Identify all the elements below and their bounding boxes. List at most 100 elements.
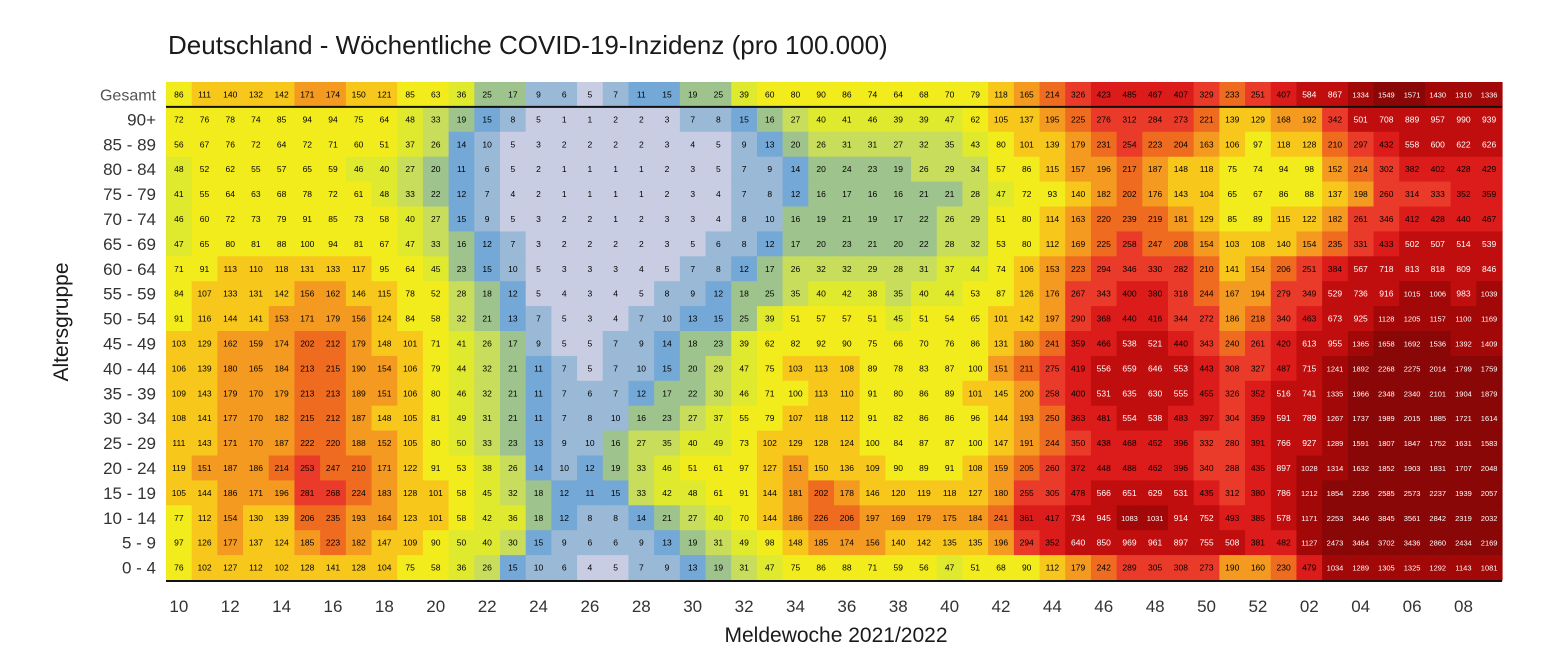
cell-value-label: 20 <box>431 164 441 174</box>
cell-value-label: 305 <box>1045 488 1059 498</box>
heatmap-cell <box>1322 131 1349 158</box>
cell-value-label: 80 <box>791 89 801 99</box>
heatmap-cell <box>859 106 886 133</box>
heatmap-cell <box>962 106 989 133</box>
cell-value-label: 79 <box>971 89 981 99</box>
cell-value-label: 190 <box>352 363 366 373</box>
cell-value-label: 4 <box>613 314 618 324</box>
cell-value-label: 846 <box>1482 264 1496 274</box>
cell-value-label: 438 <box>1097 438 1111 448</box>
cell-value-label: 21 <box>842 214 852 224</box>
cell-value-label: 1807 <box>1378 439 1395 448</box>
cell-value-label: 64 <box>380 114 390 124</box>
heatmap-cell <box>1322 82 1349 108</box>
cell-value-label: 71 <box>328 139 338 149</box>
heatmap-cell <box>1245 156 1272 183</box>
heatmap-cell <box>782 331 809 357</box>
cell-value-label: 241 <box>994 513 1008 523</box>
cell-value-label: 25 <box>765 289 775 299</box>
cell-value-label: 305 <box>1148 563 1162 573</box>
heatmap-cell <box>320 331 347 357</box>
heatmap-cell <box>191 206 218 232</box>
heatmap-cell <box>448 181 475 208</box>
heatmap-cell <box>422 82 450 108</box>
heatmap-cell <box>988 256 1015 282</box>
heatmap-cell <box>294 181 321 208</box>
cell-value-label: 10 <box>508 264 518 274</box>
heatmap-cell <box>1065 505 1092 531</box>
heatmap-cell <box>166 480 193 506</box>
cell-value-label: 629 <box>1148 488 1162 498</box>
cell-value-label: 558 <box>1405 139 1419 149</box>
cell-value-label: 63 <box>431 89 441 99</box>
cell-value-label: 2585 <box>1378 489 1395 498</box>
heatmap-cell <box>191 555 218 581</box>
cell-value-label: 53 <box>457 463 467 473</box>
cell-value-label: 1169 <box>1481 315 1497 324</box>
heatmap-cell <box>808 306 835 332</box>
cell-value-label: 174 <box>326 89 340 99</box>
heatmap-cell <box>885 530 912 556</box>
cell-value-label: 74 <box>251 114 261 124</box>
cell-value-label: 15 <box>739 114 749 124</box>
heatmap-cell <box>1450 131 1477 158</box>
cell-value-label: 359 <box>1482 189 1496 199</box>
heatmap-cell <box>1270 306 1298 332</box>
heatmap-cell <box>1065 256 1092 282</box>
heatmap-cell <box>551 480 578 506</box>
heatmap-cell <box>397 430 424 457</box>
heatmap-cell <box>834 430 861 457</box>
cell-value-label: 400 <box>1122 289 1136 299</box>
cell-value-label: 147 <box>994 438 1008 448</box>
heatmap-cell <box>1296 231 1323 257</box>
heatmap-cell <box>1347 281 1375 307</box>
cell-value-label: 260 <box>1045 463 1059 473</box>
heatmap-cell <box>345 156 373 183</box>
heatmap-cell <box>525 455 552 481</box>
heatmap-cell <box>1065 380 1092 407</box>
cell-value-label: 151 <box>788 463 802 473</box>
heatmap-cell <box>294 530 321 556</box>
cell-value-label: 81 <box>251 239 261 249</box>
heatmap-cell <box>1373 380 1400 407</box>
heatmap-cell <box>243 82 270 108</box>
heatmap-cell <box>1039 455 1066 481</box>
heatmap-cell <box>1399 281 1426 307</box>
cell-value-label: 91 <box>431 463 441 473</box>
heatmap-cell <box>679 181 707 208</box>
heatmap-cell <box>500 331 527 357</box>
cell-value-label: 177 <box>223 413 237 423</box>
heatmap-cell <box>1142 530 1169 556</box>
heatmap-cell <box>320 530 347 556</box>
cell-value-label: 189 <box>352 388 366 398</box>
heatmap-cell <box>911 281 938 307</box>
heatmap-cell <box>217 455 244 481</box>
cell-value-label: 38 <box>868 289 878 299</box>
cell-value-label: 186 <box>1225 314 1239 324</box>
cell-value-label: 1721 <box>1455 414 1472 423</box>
heatmap-cell <box>166 206 193 232</box>
heatmap-cell <box>1296 430 1323 457</box>
row-label: 65 - 69 <box>103 235 156 254</box>
cell-value-label: 15 <box>714 314 724 324</box>
cell-value-label: 630 <box>1148 388 1162 398</box>
heatmap-cell <box>679 156 707 183</box>
cell-value-label: 736 <box>1354 289 1368 299</box>
heatmap-cell <box>654 355 681 382</box>
heatmap-cell <box>1424 156 1452 183</box>
heatmap-cell <box>345 430 373 457</box>
heatmap-cell <box>397 455 424 481</box>
cell-value-label: 130 <box>249 513 263 523</box>
cell-value-label: 123 <box>403 513 417 523</box>
cell-value-label: 80 <box>431 438 441 448</box>
heatmap-cell <box>397 530 424 556</box>
cell-value-label: 80 <box>893 388 903 398</box>
heatmap-cell <box>1142 331 1169 357</box>
cell-value-label: 957 <box>1431 114 1445 124</box>
cell-value-label: 56 <box>919 563 929 573</box>
heatmap-cell <box>936 82 964 108</box>
heatmap-cell <box>1219 380 1246 407</box>
heatmap-cell <box>345 231 373 257</box>
heatmap-cell <box>911 555 938 581</box>
cell-value-label: 17 <box>893 214 903 224</box>
